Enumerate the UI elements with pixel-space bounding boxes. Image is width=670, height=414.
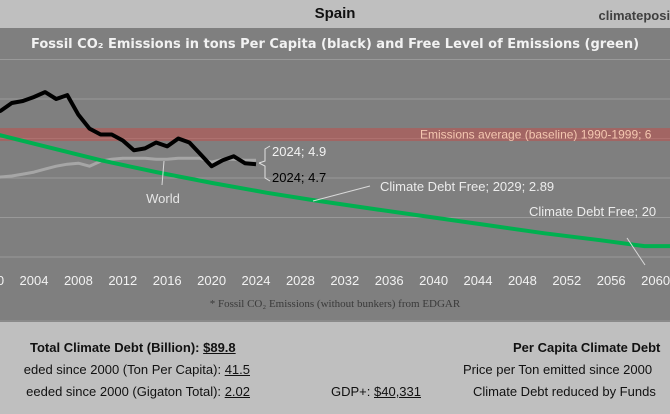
gdp-label: GDP+:	[331, 384, 371, 399]
total-debt-label: Total Climate Debt (Billion):	[30, 340, 200, 355]
price-per-ton-label: Price per Ton emitted since 2000	[463, 362, 653, 377]
per-capita-row: eded since 2000 (Ton Per Capita): 41.5	[24, 362, 250, 377]
leader-line-debt-free-2	[626, 237, 646, 266]
gigaton-row: eeded since 2000 (Gigaton Total): 2.02	[26, 384, 250, 399]
series-line-free-level	[0, 133, 670, 249]
x-tick-label: 2036	[375, 273, 404, 288]
x-tick-label: 2028	[286, 273, 315, 288]
x-tick-label: 2040	[419, 273, 448, 288]
header-bar: Spain climatepositi	[0, 0, 670, 28]
x-tick-label: 2016	[153, 273, 182, 288]
total-debt-row: Total Climate Debt (Billion): $89.8	[30, 340, 236, 355]
label-spain-2024: 2024; 4.7	[272, 170, 326, 185]
debt-reduced-label: Climate Debt reduced by Funds	[473, 384, 656, 399]
gigaton-value: 2.02	[224, 384, 250, 399]
leader-line-2024	[258, 145, 271, 182]
label-world-2024: 2024; 4.9	[272, 144, 326, 159]
site-name: climatepositi	[598, 8, 670, 23]
x-tick-label: 2052	[552, 273, 581, 288]
x-tick-label: 2008	[64, 273, 93, 288]
x-tick-label: 2012	[108, 273, 137, 288]
per-capita-label: eded since 2000 (Ton Per Capita):	[23, 362, 222, 377]
leader-line-world	[161, 160, 165, 186]
baseline-label: Emissions average (baseline) 1990-1999; …	[420, 128, 652, 142]
footnote: * Fossil CO₂ Emissions (without bunkers)…	[210, 298, 461, 310]
chart-background	[0, 28, 670, 320]
x-tick-label: 2004	[20, 273, 49, 288]
baseline-band	[0, 128, 670, 142]
summary-panel: Total Climate Debt (Billion): $89.8 eded…	[0, 320, 670, 414]
per-capita-debt-label: Per Capita Climate Debt	[513, 340, 661, 355]
gdp-row: GDP+: $40,331	[331, 384, 421, 399]
x-tick-label: 2060	[641, 273, 670, 288]
leader-line-debt-free-1	[312, 185, 371, 202]
gdp-value: $40,331	[374, 384, 421, 399]
chart-title: Fossil CO₂ Emissions in tons Per Capita …	[31, 37, 639, 52]
label-debt-free-2029: Climate Debt Free; 2029; 2.89	[380, 179, 554, 194]
emissions-chart: Fossil CO₂ Emissions in tons Per Capita …	[0, 28, 670, 320]
label-debt-free-2: Climate Debt Free; 20	[529, 204, 656, 219]
series-line-world	[0, 156, 256, 179]
x-tick-label: 2024	[242, 273, 271, 288]
x-tick-label: 2032	[330, 273, 359, 288]
x-tick-label: 2020	[197, 273, 226, 288]
total-debt-value: $89.8	[203, 340, 236, 355]
gigaton-label: eeded since 2000 (Gigaton Total):	[26, 384, 222, 399]
series-line-spain	[0, 90, 257, 169]
label-world: World	[146, 191, 180, 206]
x-tick-label: 2000	[0, 273, 4, 288]
x-tick-label: 2048	[508, 273, 537, 288]
x-tick-label: 2056	[597, 273, 626, 288]
country-title: Spain	[314, 5, 356, 22]
x-tick-label: 2044	[464, 273, 493, 288]
per-capita-value: 41.5	[224, 362, 250, 377]
